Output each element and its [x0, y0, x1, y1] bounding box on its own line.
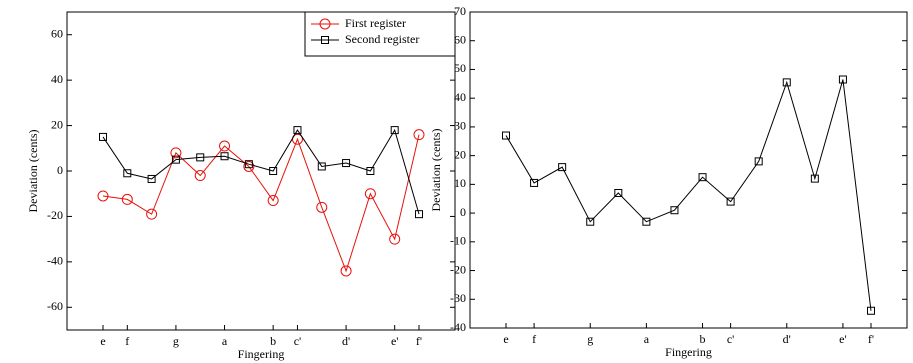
marker: [670, 206, 679, 215]
y-tick-label: 30: [454, 119, 466, 133]
marker: [146, 208, 158, 220]
x-tick-label: g: [587, 332, 593, 346]
marker: [754, 157, 763, 166]
marker: [415, 210, 423, 219]
marker: [97, 190, 109, 202]
plot-frame: [469, 11, 908, 329]
y-tick-label: 10: [454, 176, 466, 190]
x-tick-label: e': [839, 332, 847, 346]
x-tick-label: b: [700, 332, 706, 346]
marker: [316, 201, 328, 213]
x-tick-label: a: [222, 334, 228, 348]
y-tick-label: -20: [47, 208, 63, 222]
marker: [782, 78, 791, 87]
marker: [366, 167, 375, 175]
y-tick-label: -40: [450, 320, 466, 334]
legend-label: First register: [345, 16, 406, 30]
y-tick-label: 0: [460, 205, 466, 219]
y-tick-label: -60: [47, 299, 63, 313]
marker: [170, 147, 182, 159]
x-tick-label: e: [100, 334, 105, 348]
marker: [194, 170, 206, 182]
x-tick-label: g: [173, 334, 179, 348]
marker: [321, 36, 329, 44]
marker: [558, 163, 567, 172]
marker: [219, 140, 231, 152]
marker: [317, 162, 326, 171]
marker: [389, 233, 401, 245]
marker: [99, 132, 107, 141]
y-tick-label: 20: [454, 147, 466, 161]
y-tick-label: -20: [450, 262, 466, 276]
marker: [196, 153, 205, 162]
x-axis-label: Fingering: [665, 345, 712, 359]
legend-label: Second register: [345, 32, 419, 46]
marker: [121, 193, 133, 205]
marker: [123, 169, 132, 178]
marker: [642, 217, 651, 226]
x-tick-label: d': [783, 332, 791, 346]
marker: [726, 197, 735, 206]
y-tick-label: 50: [454, 61, 466, 75]
legend-box: [304, 11, 456, 57]
line: [102, 134, 420, 273]
x-tick-label: c': [294, 334, 302, 348]
marker: [413, 129, 425, 141]
x-tick-label: a: [644, 332, 650, 346]
marker: [390, 126, 399, 135]
y-tick-label: -40: [47, 254, 63, 268]
x-tick-label: f: [125, 334, 129, 348]
x-tick-label: e: [503, 332, 508, 346]
marker: [244, 160, 253, 169]
x-tick-label: f': [416, 334, 422, 348]
y-axis-label: Deviation (cents): [429, 129, 443, 212]
marker: [319, 18, 331, 30]
y-tick-label: -30: [450, 291, 466, 305]
marker: [269, 167, 278, 175]
line: [102, 128, 420, 215]
x-tick-label: e': [391, 334, 399, 348]
y-tick-label: 60: [454, 32, 466, 46]
marker: [171, 155, 180, 164]
y-tick-label: 40: [51, 72, 63, 86]
x-tick-label: b: [270, 334, 276, 348]
y-tick-label: 0: [57, 163, 63, 177]
y-tick-label: 20: [51, 117, 63, 131]
marker: [243, 160, 255, 172]
marker: [867, 306, 875, 315]
y-tick-label: -10: [450, 234, 466, 248]
line: [505, 79, 872, 311]
x-tick-label: f: [532, 332, 536, 346]
marker: [810, 174, 819, 183]
y-tick-label: 70: [454, 4, 466, 18]
marker: [614, 188, 623, 197]
x-axis-label: Fingering: [238, 347, 285, 361]
x-tick-label: d': [342, 334, 350, 348]
marker: [502, 131, 510, 140]
marker: [340, 265, 352, 277]
x-tick-label: f': [868, 332, 874, 346]
marker: [698, 173, 707, 182]
marker: [364, 188, 376, 200]
marker: [838, 75, 847, 84]
marker: [342, 159, 351, 168]
marker: [147, 174, 156, 183]
marker: [220, 152, 229, 161]
marker: [586, 217, 595, 226]
x-tick-label: c': [727, 332, 735, 346]
y-axis-label: Deviation (cents): [26, 130, 40, 213]
marker: [293, 126, 302, 135]
y-tick-label: 40: [454, 90, 466, 104]
marker: [267, 195, 279, 207]
marker: [530, 178, 539, 187]
y-tick-label: 60: [51, 26, 63, 40]
